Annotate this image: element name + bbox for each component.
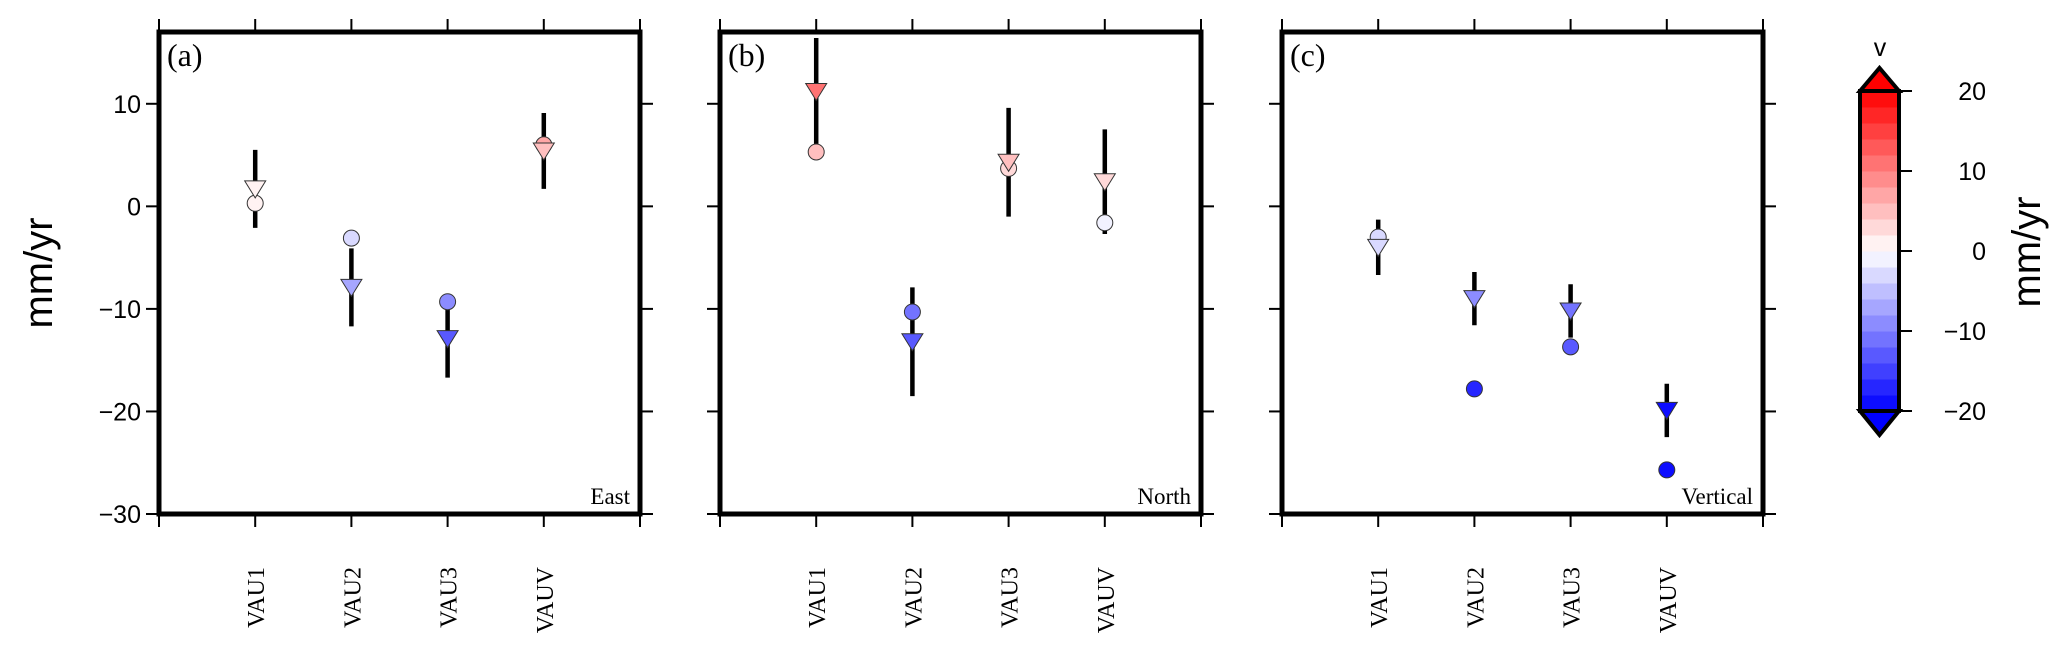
y-axis-title: mm/yr <box>17 217 61 328</box>
colorbar-tick-label: −10 <box>1944 318 1986 346</box>
circle-marker <box>439 293 457 311</box>
panel-frame <box>156 29 643 517</box>
colorbar-segment <box>1860 379 1899 396</box>
colorbar-segment <box>1860 267 1899 284</box>
colorbar-segment <box>1860 139 1899 156</box>
circle-marker <box>1562 338 1580 356</box>
colorbar-segment <box>1860 155 1899 172</box>
colorbar-segment <box>1860 299 1899 316</box>
category-label: VAU2 <box>1463 567 1489 628</box>
panels: 10 0 −10 −20 −30 (a) East VAU1 VAU2 VAU3 VAUV (b) No… <box>99 19 1776 633</box>
triangle-marker <box>1655 401 1679 421</box>
y-tick-label: −30 <box>99 501 141 529</box>
circle-marker <box>903 303 921 321</box>
circle-marker <box>807 143 825 161</box>
panel-north: (b) North VAU1 VAU2 VAU3 VAUV <box>707 19 1214 633</box>
colorbar-segment <box>1860 219 1899 236</box>
colorbar-axis-title: mm/yr <box>2005 196 2049 307</box>
colorbar-tick-label: 10 <box>1958 158 1986 186</box>
panel-east: 10 0 −10 −20 −30 (a) East VAU1 VAU2 VAU3 VAUV <box>99 19 653 633</box>
category-label: VAU1 <box>244 567 270 628</box>
colorbar-segment <box>1860 235 1899 252</box>
triangle-marker <box>340 278 363 298</box>
colorbar-extend-low <box>1855 409 1904 439</box>
colorbar-segment <box>1860 347 1899 364</box>
category-label: VAU1 <box>1367 567 1393 628</box>
category-label: VAU3 <box>1560 567 1586 628</box>
colorbar-segment <box>1860 363 1899 380</box>
triangle-marker <box>1559 302 1582 321</box>
panel-tag: (c) <box>1290 37 1326 73</box>
triangle-marker <box>804 82 828 102</box>
circle-marker <box>1465 380 1483 398</box>
colorbar-segment <box>1860 91 1899 108</box>
panel-vertical: (c) Vertical VAU1 VAU2 VAU3 VAUV <box>1269 19 1776 633</box>
y-tick-label: −20 <box>99 398 141 426</box>
y-tick-label: 0 <box>127 193 141 221</box>
colorbar-segment <box>1860 187 1899 204</box>
colorbar-title: v <box>1874 34 1887 62</box>
colorbar-segment <box>1860 107 1899 124</box>
circle-marker <box>342 229 360 247</box>
circle-marker <box>1096 214 1114 232</box>
triangle-marker <box>532 142 556 161</box>
panel-frame <box>717 29 1204 517</box>
colorbar-segment <box>1860 331 1899 348</box>
colorbar-segment <box>1860 123 1899 140</box>
colorbar-tick-label: 0 <box>1972 238 1986 266</box>
y-tick-label: 10 <box>113 91 141 119</box>
component-label: North <box>1137 484 1191 509</box>
colorbar-segment <box>1860 395 1899 412</box>
category-label: VAU2 <box>340 567 366 628</box>
panel-tag: (b) <box>728 37 765 73</box>
component-label: East <box>590 484 630 509</box>
y-tick-label: −10 <box>99 296 141 324</box>
category-label: VAUV <box>1094 566 1120 633</box>
triangle-marker <box>243 180 267 199</box>
component-label: Vertical <box>1681 484 1753 509</box>
triangle-marker <box>1463 290 1486 309</box>
colorbar-segment <box>1860 251 1899 268</box>
colorbar-tick-label: −20 <box>1944 398 1986 426</box>
circle-marker <box>1658 461 1676 479</box>
colorbar: 20 10 0 −10 −20 <box>1855 64 1986 439</box>
triangle-marker <box>1093 173 1117 192</box>
triangle-marker <box>1366 238 1390 258</box>
category-label: VAU3 <box>998 567 1024 628</box>
colorbar-segment <box>1860 315 1899 332</box>
panel-tag: (a) <box>167 37 203 73</box>
triangle-marker <box>997 153 1020 173</box>
category-label: VAUV <box>533 566 559 633</box>
triangle-marker <box>901 333 924 352</box>
colorbar-tick-label: 20 <box>1958 78 1986 106</box>
category-label: VAU2 <box>901 567 927 628</box>
category-label: VAUV <box>1656 566 1682 633</box>
panel-frame <box>1279 29 1766 517</box>
colorbar-extend-high <box>1855 64 1904 93</box>
triangle-marker <box>436 330 459 349</box>
category-label: VAU1 <box>805 567 831 628</box>
colorbar-segment <box>1860 203 1899 220</box>
colorbar-segment <box>1860 283 1899 300</box>
category-label: VAU3 <box>437 567 463 628</box>
colorbar-segment <box>1860 171 1899 188</box>
